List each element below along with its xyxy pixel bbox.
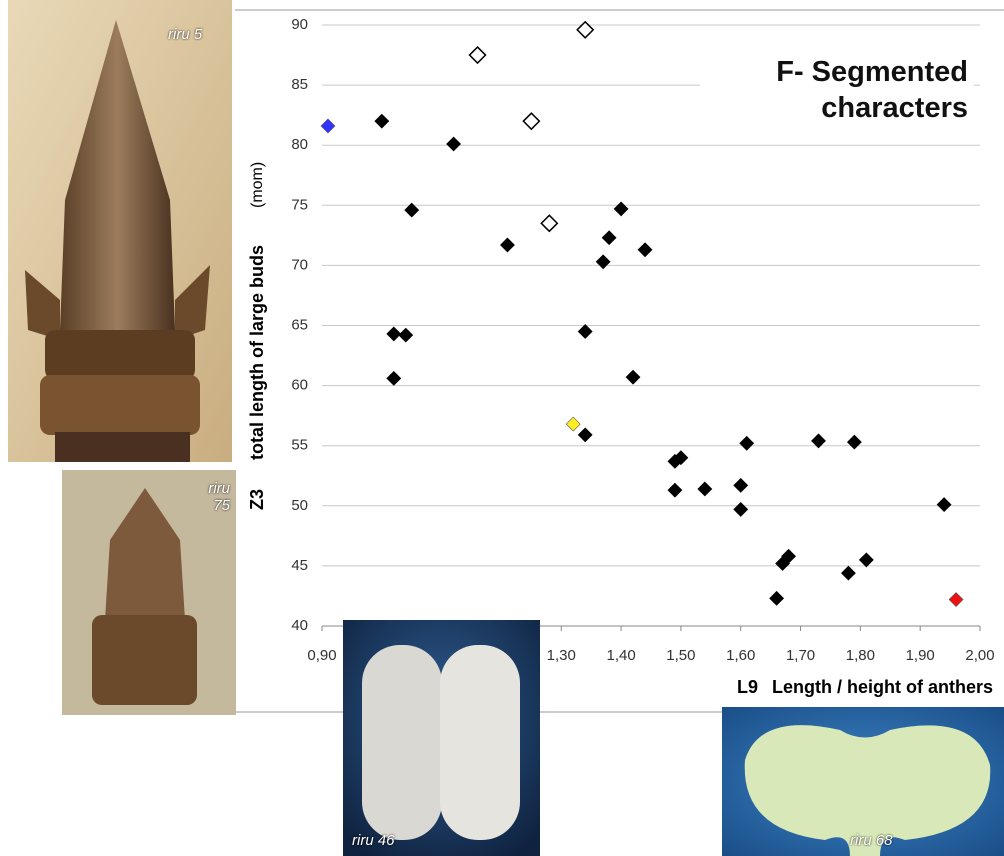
point: [500, 237, 515, 253]
y-tick-label: 90: [291, 16, 308, 33]
point: [733, 477, 749, 493]
point: [846, 434, 862, 450]
x-tick-label: 2,00: [965, 647, 994, 664]
photo-caption: riru 5: [168, 26, 203, 43]
point: [667, 482, 683, 498]
x-tick-label: 1,90: [906, 647, 935, 664]
y-axis-unit: (mom): [249, 162, 266, 208]
y-tick-label: 65: [291, 316, 308, 333]
point: [697, 481, 713, 497]
point: [733, 501, 749, 517]
x-tick-label: 1,80: [846, 647, 875, 664]
photo-caption: riru 68: [850, 832, 893, 849]
point: [595, 254, 611, 270]
point: [374, 113, 390, 129]
y-axis-code: Z3: [247, 489, 267, 510]
point: [601, 230, 617, 246]
chart-title: F- Segmented characters: [700, 52, 974, 128]
photo: [722, 707, 1004, 856]
y-axis-label: Z3 total length of large buds (mom): [247, 162, 267, 510]
point: [948, 592, 964, 607]
x-tick-label: 1,30: [547, 647, 576, 664]
point: [576, 20, 595, 39]
x-axis-code: L9: [737, 677, 758, 697]
point: [613, 201, 629, 217]
photo-caption: riru 46: [352, 832, 395, 849]
photo: [8, 0, 232, 462]
x-tick-label: 1,70: [786, 647, 815, 664]
point: [769, 590, 785, 606]
point: [625, 369, 641, 385]
photo: [343, 620, 540, 856]
photo: [62, 470, 236, 715]
point: [404, 202, 420, 218]
point: [398, 327, 414, 343]
point: [577, 427, 593, 443]
x-tick-label: 1,60: [726, 647, 755, 664]
point: [637, 242, 653, 258]
y-tick-label: 50: [291, 497, 308, 514]
point: [320, 118, 336, 134]
point: [858, 552, 874, 568]
y-tick-label: 60: [291, 377, 308, 394]
point: [673, 450, 689, 466]
y-tick-label: 40: [291, 617, 308, 634]
point: [577, 324, 593, 339]
y-tick-label: 80: [291, 136, 308, 153]
point: [565, 416, 581, 432]
point: [522, 112, 541, 131]
point: [468, 45, 487, 65]
y-tick-label: 70: [291, 256, 308, 273]
point: [811, 433, 826, 449]
point: [446, 136, 462, 152]
photo-caption: riru 75: [208, 480, 230, 514]
x-tick-label: 1,40: [606, 647, 635, 664]
point: [386, 370, 402, 386]
point: [386, 326, 402, 342]
y-tick-label: 55: [291, 437, 308, 454]
x-axis-label: Length / height of anthers: [772, 677, 993, 697]
point: [936, 497, 952, 513]
point: [775, 556, 791, 571]
y-axis-text: total length of large buds: [247, 245, 267, 460]
y-tick-label: 85: [291, 76, 308, 93]
x-tick-label: 1,50: [666, 647, 695, 664]
point: [540, 214, 559, 233]
point: [739, 435, 755, 451]
point: [840, 565, 856, 581]
x-tick-label: 0,90: [307, 647, 336, 664]
y-tick-label: 75: [291, 196, 308, 213]
y-tick-label: 45: [291, 557, 308, 574]
